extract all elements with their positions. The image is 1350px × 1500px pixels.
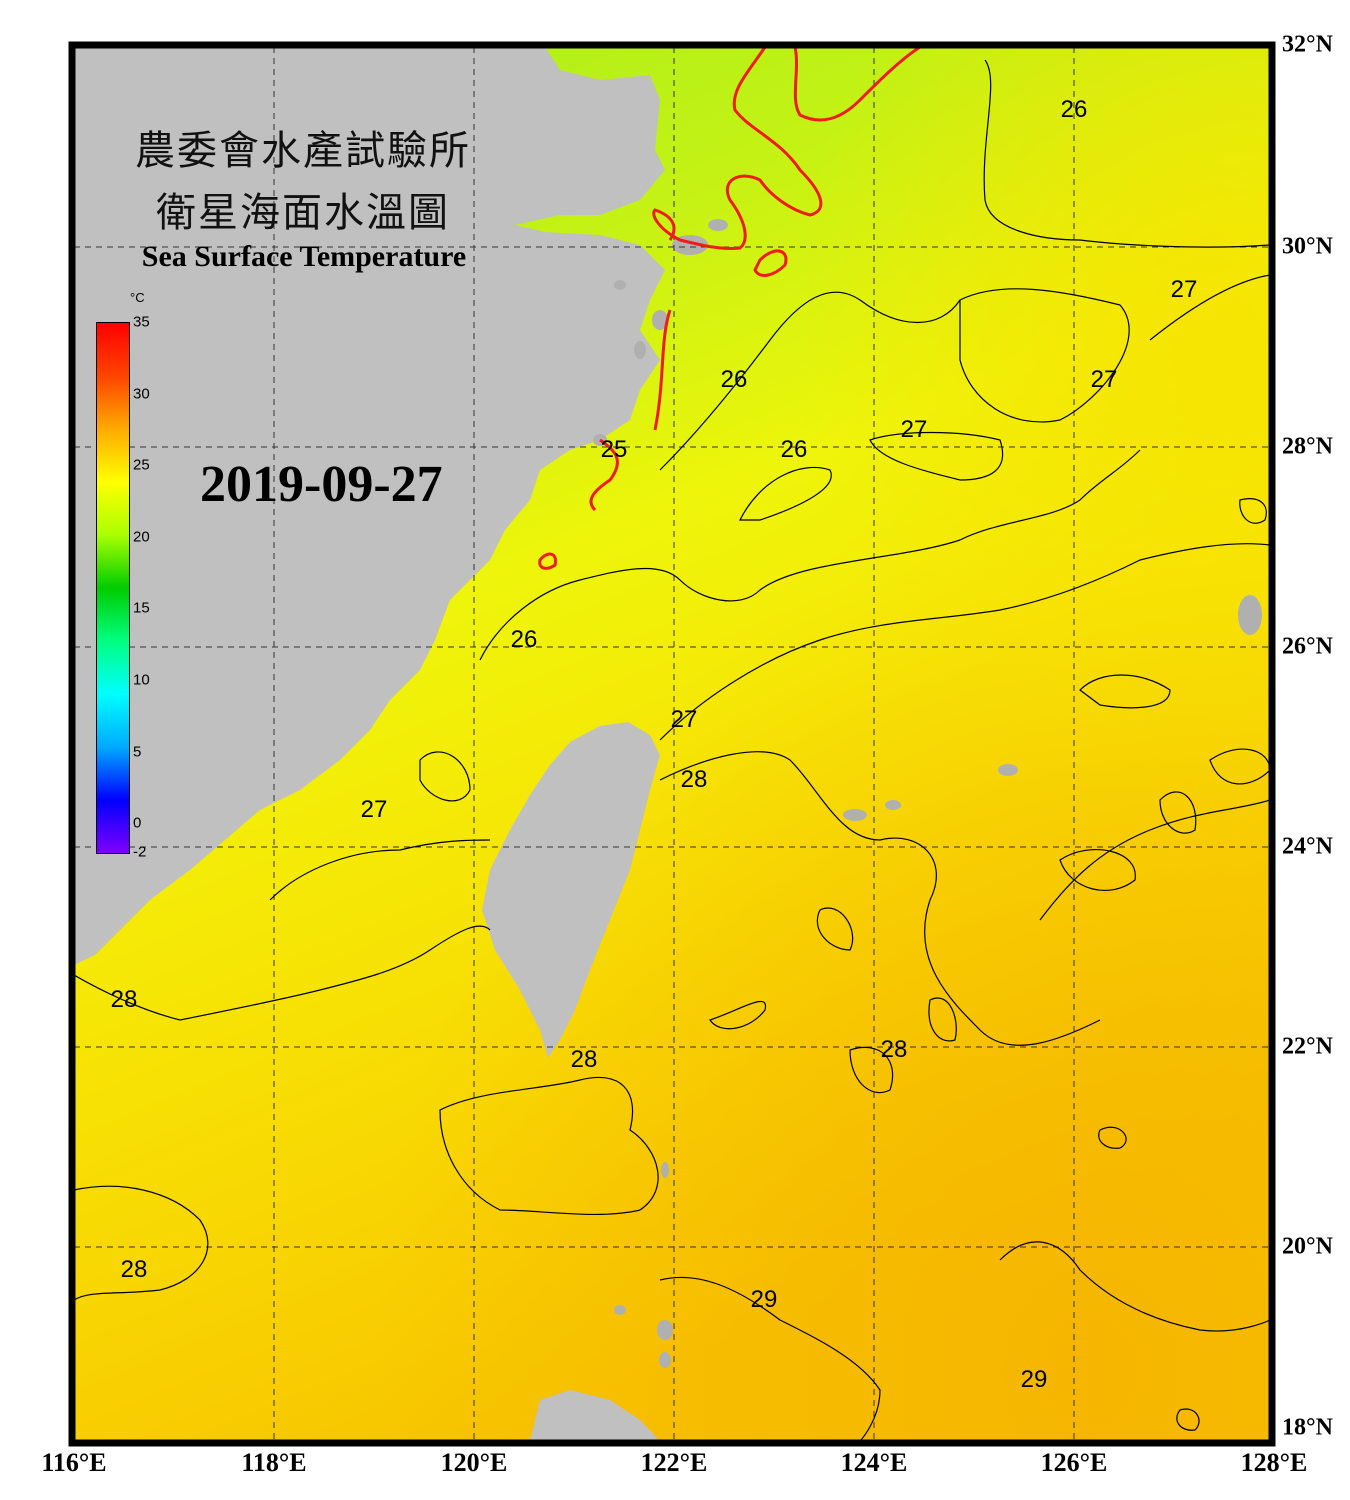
isotherms	[74, 59, 1270, 1441]
longitude-label: 116°E	[41, 1448, 107, 1477]
isotherm-25	[538, 47, 921, 570]
colorbar	[96, 322, 130, 854]
colorbar-tick-label: -2	[133, 843, 147, 861]
contour-label: 29	[1021, 1366, 1048, 1393]
colorbar-tick-label: 35	[133, 313, 150, 331]
contour-label: 28	[111, 986, 138, 1013]
contour-label: 27	[361, 796, 388, 823]
latitude-label: 24°N	[1282, 833, 1333, 860]
map-border	[68, 41, 1276, 1447]
latitude-label: 18°N	[1282, 1414, 1333, 1441]
contour-label: 26	[781, 436, 808, 463]
contour-label: 26	[721, 366, 748, 393]
contour-label: 27	[1171, 276, 1198, 303]
contour-label: 27	[901, 416, 928, 443]
contour-label: 27	[1091, 366, 1118, 393]
longitude-label: 128°E	[1240, 1448, 1308, 1477]
longitude-label: 122°E	[640, 1448, 708, 1477]
contour-label: 26	[1061, 96, 1088, 123]
longitude-label: 120°E	[440, 1448, 508, 1477]
colorbar-tick-label: 20	[133, 528, 150, 546]
latitude-label: 32°N	[1282, 31, 1333, 58]
colorbar-unit: °C	[130, 290, 145, 305]
longitude-label: 126°E	[1040, 1448, 1108, 1477]
contour-label: 29	[751, 1286, 778, 1313]
coastal-islands	[593, 219, 1262, 1368]
colorbar-tick-label: 30	[133, 385, 150, 403]
contour-labels: 26 27 26 27 27 26 25 26 27 28 27 28 28 28 29 28 29	[111, 96, 1198, 1393]
longitude-label: 124°E	[840, 1448, 908, 1477]
title-english: Sea Surface Temperature	[141, 240, 467, 273]
latitude-label: 26°N	[1282, 633, 1333, 660]
title-chinese-line1: 農委會水產試驗所	[135, 128, 471, 174]
graticule	[74, 47, 1270, 1441]
contour-label: 28	[881, 1036, 908, 1063]
colorbar-tick-label: 5	[133, 743, 142, 761]
latitude-label: 28°N	[1282, 433, 1333, 460]
latitude-label: 22°N	[1282, 1033, 1333, 1060]
longitude-label: 118°E	[241, 1448, 307, 1477]
taiwan	[482, 722, 660, 1058]
contour-label: 28	[681, 766, 708, 793]
latitude-label: 20°N	[1282, 1233, 1333, 1260]
colorbar-tick-label: 25	[133, 456, 150, 474]
title-chinese-line2: 衛星海面水溫圖	[156, 190, 450, 236]
contour-label: 27	[671, 706, 698, 733]
contour-label: 28	[571, 1046, 598, 1073]
contour-label: 26	[511, 626, 538, 653]
luzon	[530, 1390, 660, 1441]
mainland-china	[74, 47, 665, 965]
colorbar-tick-label: 0	[133, 814, 142, 832]
colorbar-tick-label: 15	[133, 599, 150, 617]
contour-label: 28	[121, 1256, 148, 1283]
contour-label: 25	[601, 436, 628, 463]
colorbar-tick-label: 10	[133, 671, 150, 689]
latitude-label: 30°N	[1282, 233, 1333, 260]
date-label: 2019-09-27	[200, 456, 443, 513]
